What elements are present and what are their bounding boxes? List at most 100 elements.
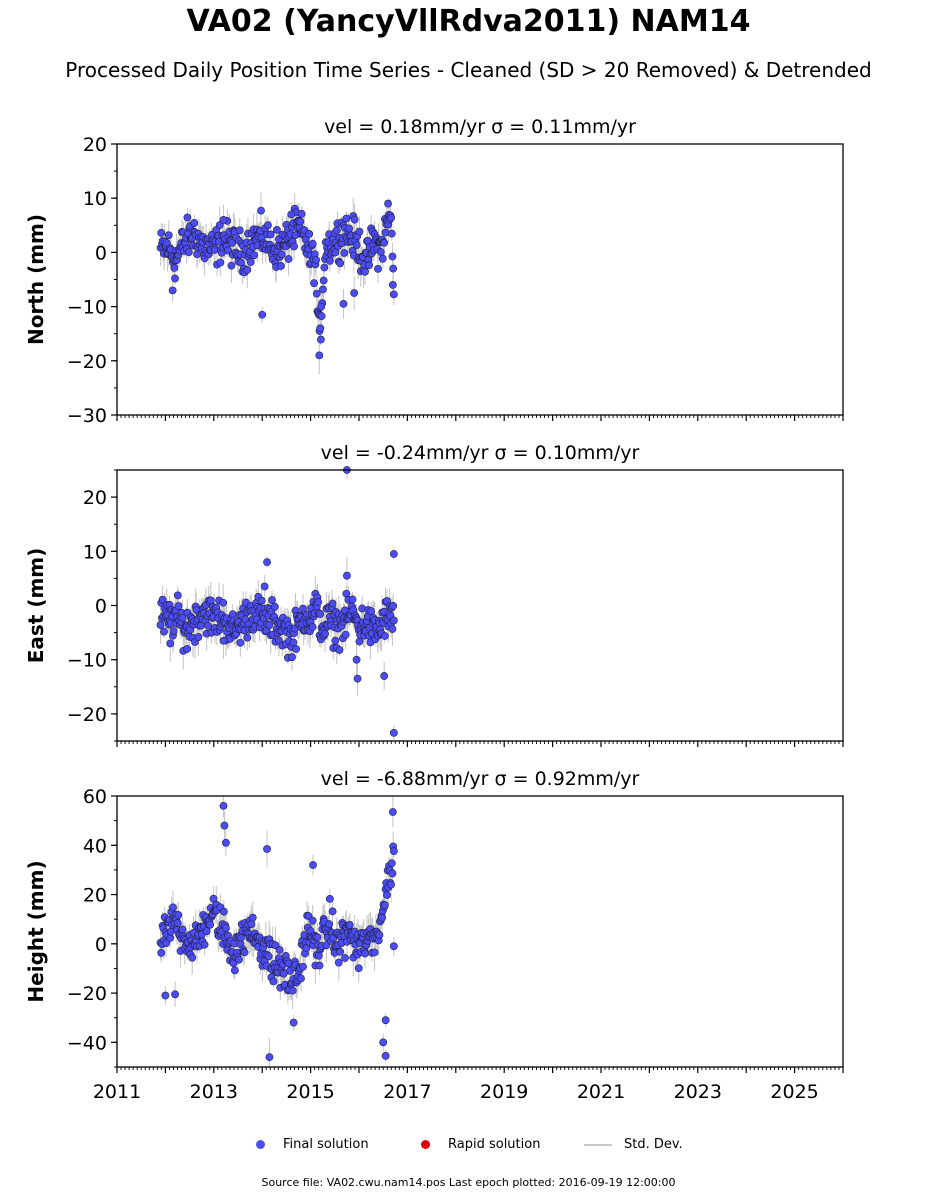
data-point [227, 261, 236, 270]
data-point [263, 845, 271, 853]
data-point [243, 266, 252, 274]
data-point [222, 924, 230, 932]
x-tick-label: 2021 [577, 1081, 625, 1103]
data-point [315, 961, 324, 970]
data-point [316, 610, 325, 618]
data-point [202, 927, 211, 936]
x-tick-label: 2017 [383, 1081, 431, 1103]
data-point [289, 638, 298, 647]
data-point [308, 916, 317, 925]
data-point [317, 335, 325, 344]
y-tick-label: 60 [83, 786, 107, 808]
y-tick-label: 0 [95, 934, 107, 956]
data-point [367, 607, 376, 615]
data-point [164, 231, 173, 240]
y-axis-label: North (mm) [24, 214, 48, 345]
data-point [342, 571, 351, 580]
data-point [193, 250, 201, 259]
data-point [322, 941, 331, 950]
y-tick-label: 0 [95, 242, 107, 264]
data-point [156, 621, 165, 629]
data-point [296, 217, 305, 226]
plot-frame [116, 143, 844, 416]
data-point [374, 265, 382, 273]
y-tick-label: −10 [67, 297, 107, 319]
data-point [248, 913, 257, 922]
x-tick-label: 2011 [93, 1081, 141, 1103]
data-point [331, 248, 340, 257]
data-point [328, 599, 337, 608]
y-tick-label: 10 [83, 541, 107, 563]
data-point [170, 263, 179, 272]
x-tick-label: 2015 [286, 1081, 334, 1103]
data-point [260, 582, 269, 591]
data-point [219, 215, 228, 224]
data-point [388, 808, 397, 816]
data-point [157, 949, 166, 957]
data-point [334, 958, 343, 967]
legend-final: Final solution [256, 1137, 369, 1152]
data-point [297, 974, 305, 983]
data-point [312, 255, 320, 264]
y-tick-label: −20 [67, 704, 107, 726]
data-point [171, 274, 179, 283]
footer-source: Source file: VA02.cwu.nam14.pos Last epo… [261, 1176, 676, 1189]
x-tick-label: 2013 [190, 1081, 238, 1103]
data-point [265, 1053, 274, 1062]
data-point [257, 206, 265, 215]
data-point [216, 258, 225, 267]
data-point [299, 604, 307, 613]
data-point [341, 954, 349, 962]
data-point [161, 991, 170, 1000]
data-point [387, 859, 396, 868]
data-point [388, 252, 397, 261]
y-tick-label: −20 [67, 983, 107, 1005]
data-point [384, 199, 392, 208]
data-point [350, 215, 359, 224]
data-point [308, 239, 317, 248]
data-point [246, 258, 255, 267]
data-point [355, 227, 364, 236]
data-point [289, 1018, 298, 1027]
y-tick-label: 20 [83, 487, 107, 509]
data-point [272, 226, 281, 234]
data-point [352, 655, 361, 664]
data-point [284, 255, 293, 263]
data-point [314, 598, 323, 607]
data-point [341, 630, 350, 639]
data-point [166, 639, 175, 648]
y-tick-label: −30 [67, 405, 107, 427]
data-point [173, 919, 182, 927]
data-point [389, 942, 398, 951]
y-tick-label: −10 [67, 650, 107, 672]
data-point [308, 623, 317, 631]
data-point [219, 598, 228, 607]
data-point [336, 947, 345, 956]
data-point [169, 903, 177, 912]
legend-std-line [584, 1143, 612, 1146]
data-point [388, 625, 397, 633]
data-point [319, 276, 328, 285]
data-point [157, 228, 166, 237]
y-tick-label: −40 [67, 1032, 107, 1054]
data-point [266, 230, 275, 239]
x-tick-label: 2019 [480, 1081, 528, 1103]
data-point [183, 213, 192, 222]
data-point [268, 596, 276, 604]
data-point [375, 931, 384, 939]
data-point [169, 627, 178, 635]
data-point [350, 289, 359, 297]
data-point [215, 221, 224, 230]
data-point [264, 952, 273, 961]
x-tick-label: 2025 [770, 1081, 818, 1103]
data-point [354, 964, 363, 973]
data-point [290, 242, 298, 251]
data-point [220, 821, 229, 830]
data-point [387, 213, 395, 222]
data-point [221, 838, 230, 847]
data-point [257, 596, 266, 605]
data-point [379, 1038, 388, 1047]
data-point [320, 263, 329, 272]
data-point [383, 891, 391, 899]
data-point [230, 966, 239, 975]
